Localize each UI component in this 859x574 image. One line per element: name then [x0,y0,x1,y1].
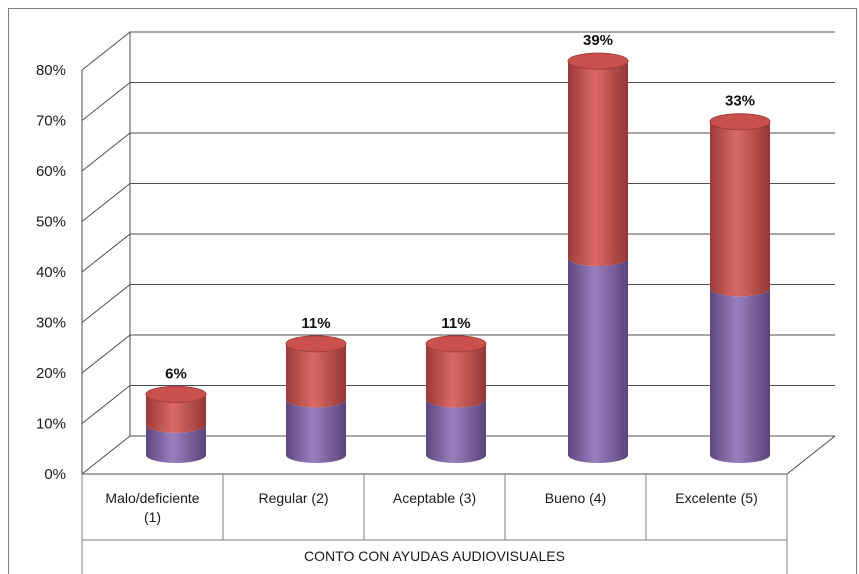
y-axis: 0% 10% 20% 30% 40% 50% 60% 70% 80% [36,62,66,483]
data-label: 11% [301,315,330,332]
chart-border [8,8,857,574]
bar-top [425,335,487,353]
y-tick-label: 10% [36,416,66,433]
bar-segment [710,288,770,463]
x-axis: Malo/deficiente (1) Regular (2) Aceptable (… [81,474,788,574]
plot-frame [8,8,857,574]
y-tick-label: 30% [36,315,66,332]
x-tick-label: Malo/deficiente (1) [105,490,199,525]
bars [145,52,771,463]
data-label: 6% [165,365,187,382]
bar-segment [426,343,486,408]
bar-top [567,52,629,70]
y-tick-label: 0% [44,466,66,483]
bar-segment [426,399,486,463]
category-group-label: CONTO CON AYUDAS AUDIOVISUALES [304,548,565,564]
data-labels: 6% 11% 11% 39% 33% [165,32,755,382]
bar-segment [286,343,346,408]
bar-segment [146,424,206,463]
bar-segment [710,121,770,297]
y-tick-label: 60% [36,163,66,180]
y-tick-label: 20% [36,365,66,382]
bar-top [145,385,207,403]
bar-segment [568,61,628,267]
gridline [81,31,835,71]
data-label: 33% [725,93,755,110]
bar-segment [286,399,346,463]
bar-segment [146,394,206,433]
x-tick-label: Excelente (5) [675,490,757,506]
data-label: 39% [583,32,613,49]
bar-segment [568,258,628,463]
x-tick-label: Bueno (4) [545,490,606,506]
y-tick-label: 70% [36,113,66,130]
y-tick-label: 50% [36,214,66,231]
y-tick-label: 40% [36,264,66,281]
x-tick-label: Aceptable (3) [393,490,476,506]
bar-top [285,335,347,353]
y-tick-label: 80% [36,62,66,79]
x-tick-label: Regular (2) [258,490,328,506]
bar-top [709,113,771,131]
data-label: 11% [441,315,470,332]
